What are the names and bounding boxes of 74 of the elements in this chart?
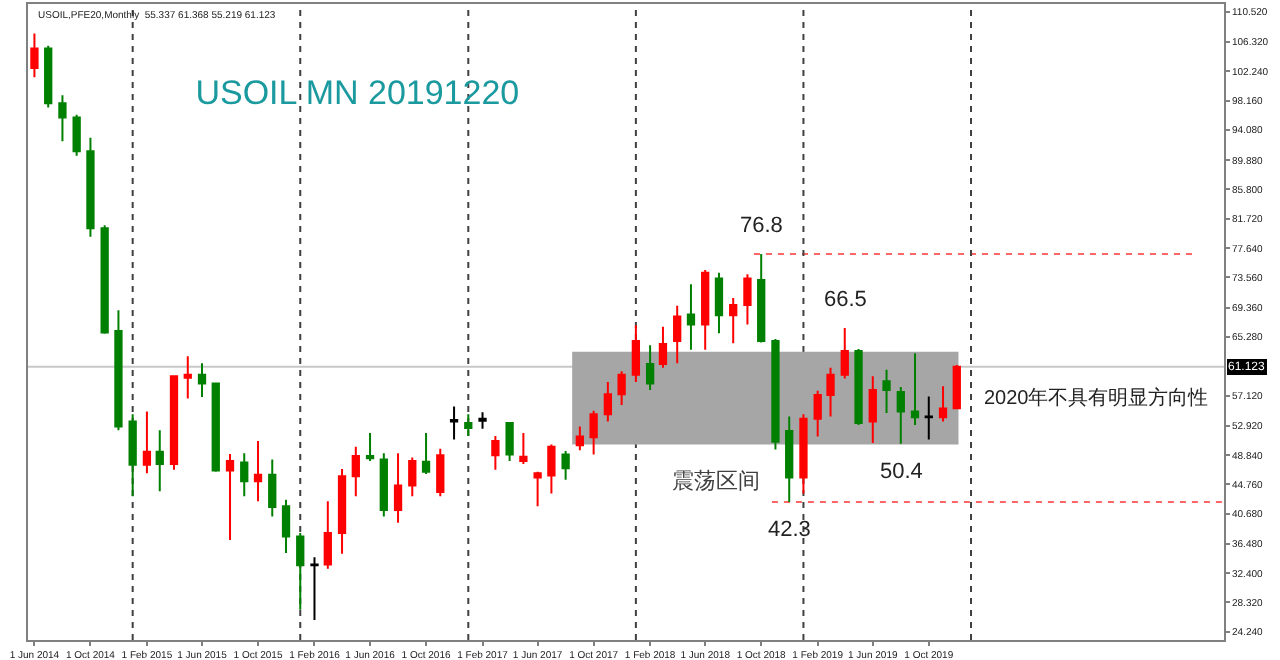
candlestick	[30, 32, 39, 79]
candlestick	[840, 327, 849, 380]
candlestick	[868, 375, 877, 445]
candlestick	[631, 324, 641, 383]
candlestick	[421, 432, 431, 475]
candlestick	[505, 421, 514, 463]
candlestick	[128, 413, 137, 498]
candlestick	[882, 368, 891, 414]
candlestick	[910, 352, 920, 427]
candlestick	[519, 432, 528, 465]
candlestick	[72, 113, 81, 157]
candlestick	[86, 136, 95, 238]
candlestick	[408, 456, 417, 498]
candlestick	[464, 413, 473, 437]
candlestick	[323, 500, 332, 570]
candlestick	[310, 556, 319, 621]
candlestick	[169, 374, 179, 471]
annotation: 42.3	[768, 518, 811, 542]
candlestick	[491, 434, 500, 471]
candlestick	[436, 447, 445, 498]
candlestick	[281, 498, 291, 555]
candlestick	[771, 337, 780, 451]
annotation: 50.4	[880, 460, 923, 484]
candlestick	[268, 458, 277, 518]
band-label: 震荡区间	[672, 468, 760, 494]
annotation: 2020年不具有明显方向性	[984, 386, 1209, 410]
candlestick	[658, 325, 668, 369]
candlestick	[938, 385, 948, 423]
candlestick	[714, 271, 724, 335]
candlestick	[183, 355, 192, 400]
candlestick	[673, 304, 682, 365]
candlestick	[379, 452, 388, 518]
candlestick	[142, 410, 152, 475]
candlestick	[826, 366, 835, 418]
candlestick	[645, 344, 655, 391]
candlestick	[589, 409, 598, 456]
candlestick	[114, 309, 123, 432]
candlestick	[365, 432, 375, 463]
candlestick	[197, 362, 207, 399]
candlestick	[211, 382, 220, 473]
candlestick	[701, 268, 710, 351]
candlestick	[296, 531, 305, 611]
candlestick	[686, 283, 696, 351]
candlestick	[603, 381, 613, 423]
candlestick	[225, 452, 235, 542]
candlestick	[533, 470, 542, 508]
candlestick	[547, 443, 556, 495]
candlestick	[155, 429, 164, 493]
candlestick	[924, 395, 933, 441]
candlestick	[617, 370, 626, 406]
candlestick	[896, 386, 905, 445]
candlestick	[757, 253, 766, 344]
candlestick	[253, 439, 263, 503]
text: USOIL MN 20191220	[195, 74, 520, 113]
candlestick	[813, 389, 822, 438]
candlestick	[952, 363, 961, 411]
candlestick	[100, 224, 109, 335]
annotation: 66.5	[824, 288, 867, 312]
candlestick	[240, 452, 249, 498]
annotation: 76.8	[740, 214, 783, 238]
candlestick	[393, 452, 403, 524]
candlestick	[44, 44, 53, 109]
candlestick	[561, 450, 570, 481]
candlestick	[854, 347, 863, 427]
candlestick	[785, 415, 794, 504]
candlestick	[449, 405, 459, 441]
candlestick	[351, 445, 360, 498]
candlestick	[575, 425, 584, 452]
candlestick	[799, 413, 808, 495]
candlestick	[58, 94, 67, 143]
candlestick	[478, 411, 487, 430]
candlestick	[337, 467, 347, 555]
candlestick	[743, 273, 752, 326]
candlestick	[729, 296, 738, 345]
